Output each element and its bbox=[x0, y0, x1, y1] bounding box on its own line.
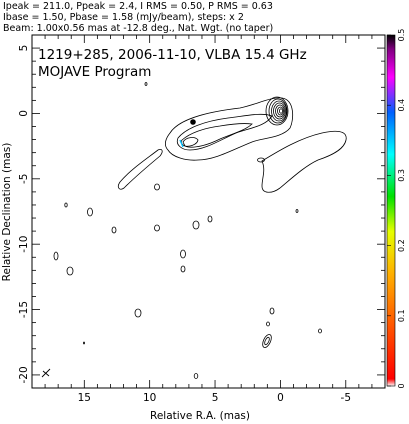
blob-6 bbox=[154, 224, 160, 232]
blob-1 bbox=[154, 183, 160, 191]
x-tick-labels: 15 10 5 0 -5 bbox=[78, 392, 351, 404]
jet-inner-contour-2 bbox=[180, 123, 253, 148]
jet-inner-contour-1 bbox=[176, 113, 273, 151]
blob-3 bbox=[87, 207, 93, 217]
blob-21 bbox=[295, 209, 299, 213]
y-tick-label: 0 bbox=[18, 110, 30, 117]
core-contour-3 bbox=[271, 100, 287, 122]
x-tick-label: 10 bbox=[143, 392, 156, 404]
jet-extended-contour bbox=[261, 130, 347, 193]
blob-16 bbox=[318, 328, 322, 334]
contour-map bbox=[53, 82, 347, 379]
blob-2 bbox=[257, 157, 265, 163]
colorbar-tick-label: 0.1 bbox=[397, 309, 406, 322]
jet-knot-contour bbox=[182, 137, 199, 147]
y-tick-label: -10 bbox=[18, 236, 30, 253]
x-tick-marks bbox=[31, 35, 386, 388]
colorbar-gradient bbox=[386, 34, 396, 387]
colorbar-tick-label: 0.3 bbox=[397, 169, 406, 182]
colorbar: 0 0.1 0.2 0.3 0.4 0.5 bbox=[386, 29, 406, 389]
core-contour-5 bbox=[275, 104, 285, 118]
x-tick-label: 15 bbox=[78, 392, 91, 404]
colorbar-ticks: 0 0.1 0.2 0.3 0.4 0.5 bbox=[387, 29, 406, 389]
x-tick-label: -5 bbox=[341, 392, 351, 404]
y-tick-label: -15 bbox=[18, 301, 30, 318]
x-axis-label: Relative R.A. (mas) bbox=[150, 410, 250, 422]
y-tick-labels: 5 0 -5 -10 -15 -20 bbox=[18, 45, 30, 384]
blob-14 bbox=[269, 307, 275, 315]
core-contour-2 bbox=[268, 98, 288, 124]
core-contour-7 bbox=[278, 108, 283, 114]
y-tick-label: 5 bbox=[18, 45, 30, 52]
blob-13 bbox=[134, 308, 142, 318]
polarization-peak-black bbox=[190, 119, 196, 125]
beam-marker bbox=[41, 368, 51, 378]
y-tick-label: -20 bbox=[18, 366, 30, 383]
plot-area bbox=[31, 34, 386, 389]
panel-title: 1219+285, 2006-11-10, VLBA 15.4 GHz bbox=[38, 47, 307, 63]
jet-outer-contour bbox=[164, 97, 294, 161]
colorbar-tick-label: 0 bbox=[397, 383, 406, 388]
core-contour-1 bbox=[265, 96, 289, 126]
header-line-3: Beam: 1.00x0.56 mas at -12.8 deg., Nat. … bbox=[3, 23, 273, 34]
x-tick-label: 5 bbox=[212, 392, 219, 404]
y-axis-label: Relative Declination (mas) bbox=[1, 143, 13, 282]
colorbar-tick-label: 0.5 bbox=[397, 29, 406, 42]
blob-7 bbox=[192, 220, 200, 230]
header-line-1: Ipeak = 211.0, Ppeak = 2.4, I RMS = 0.50… bbox=[3, 1, 273, 12]
blob-22 bbox=[83, 341, 86, 345]
core-contour-4 bbox=[273, 102, 286, 120]
blob-20 bbox=[144, 82, 148, 86]
blob-19 bbox=[193, 373, 199, 379]
y-tick-label: -5 bbox=[18, 174, 30, 184]
blob-12 bbox=[180, 265, 186, 273]
blob-5 bbox=[111, 226, 117, 234]
blob-10 bbox=[53, 251, 59, 261]
y-tick-marks bbox=[32, 34, 385, 389]
blob-18 bbox=[264, 336, 270, 346]
blob-8 bbox=[207, 215, 213, 223]
polarization-marks bbox=[179, 119, 196, 148]
plot-frame bbox=[31, 34, 386, 389]
core-contour-6 bbox=[277, 106, 284, 116]
blob-11 bbox=[66, 266, 74, 276]
blob-4 bbox=[64, 202, 68, 208]
colorbar-tick-label: 0.4 bbox=[397, 99, 406, 112]
colorbar-tick-label: 0.2 bbox=[397, 239, 406, 252]
jet-filament bbox=[117, 148, 163, 190]
blob-17 bbox=[262, 334, 272, 348]
polarization-vector-cyan bbox=[179, 139, 184, 148]
x-tick-label: 0 bbox=[277, 392, 284, 404]
panel-subtitle: MOJAVE Program bbox=[38, 64, 151, 80]
header-line-2: Ibase = 1.50, Pbase = 1.58 (mJy/beam), s… bbox=[3, 12, 244, 23]
blob-15 bbox=[266, 321, 270, 327]
blob-9 bbox=[180, 249, 186, 259]
